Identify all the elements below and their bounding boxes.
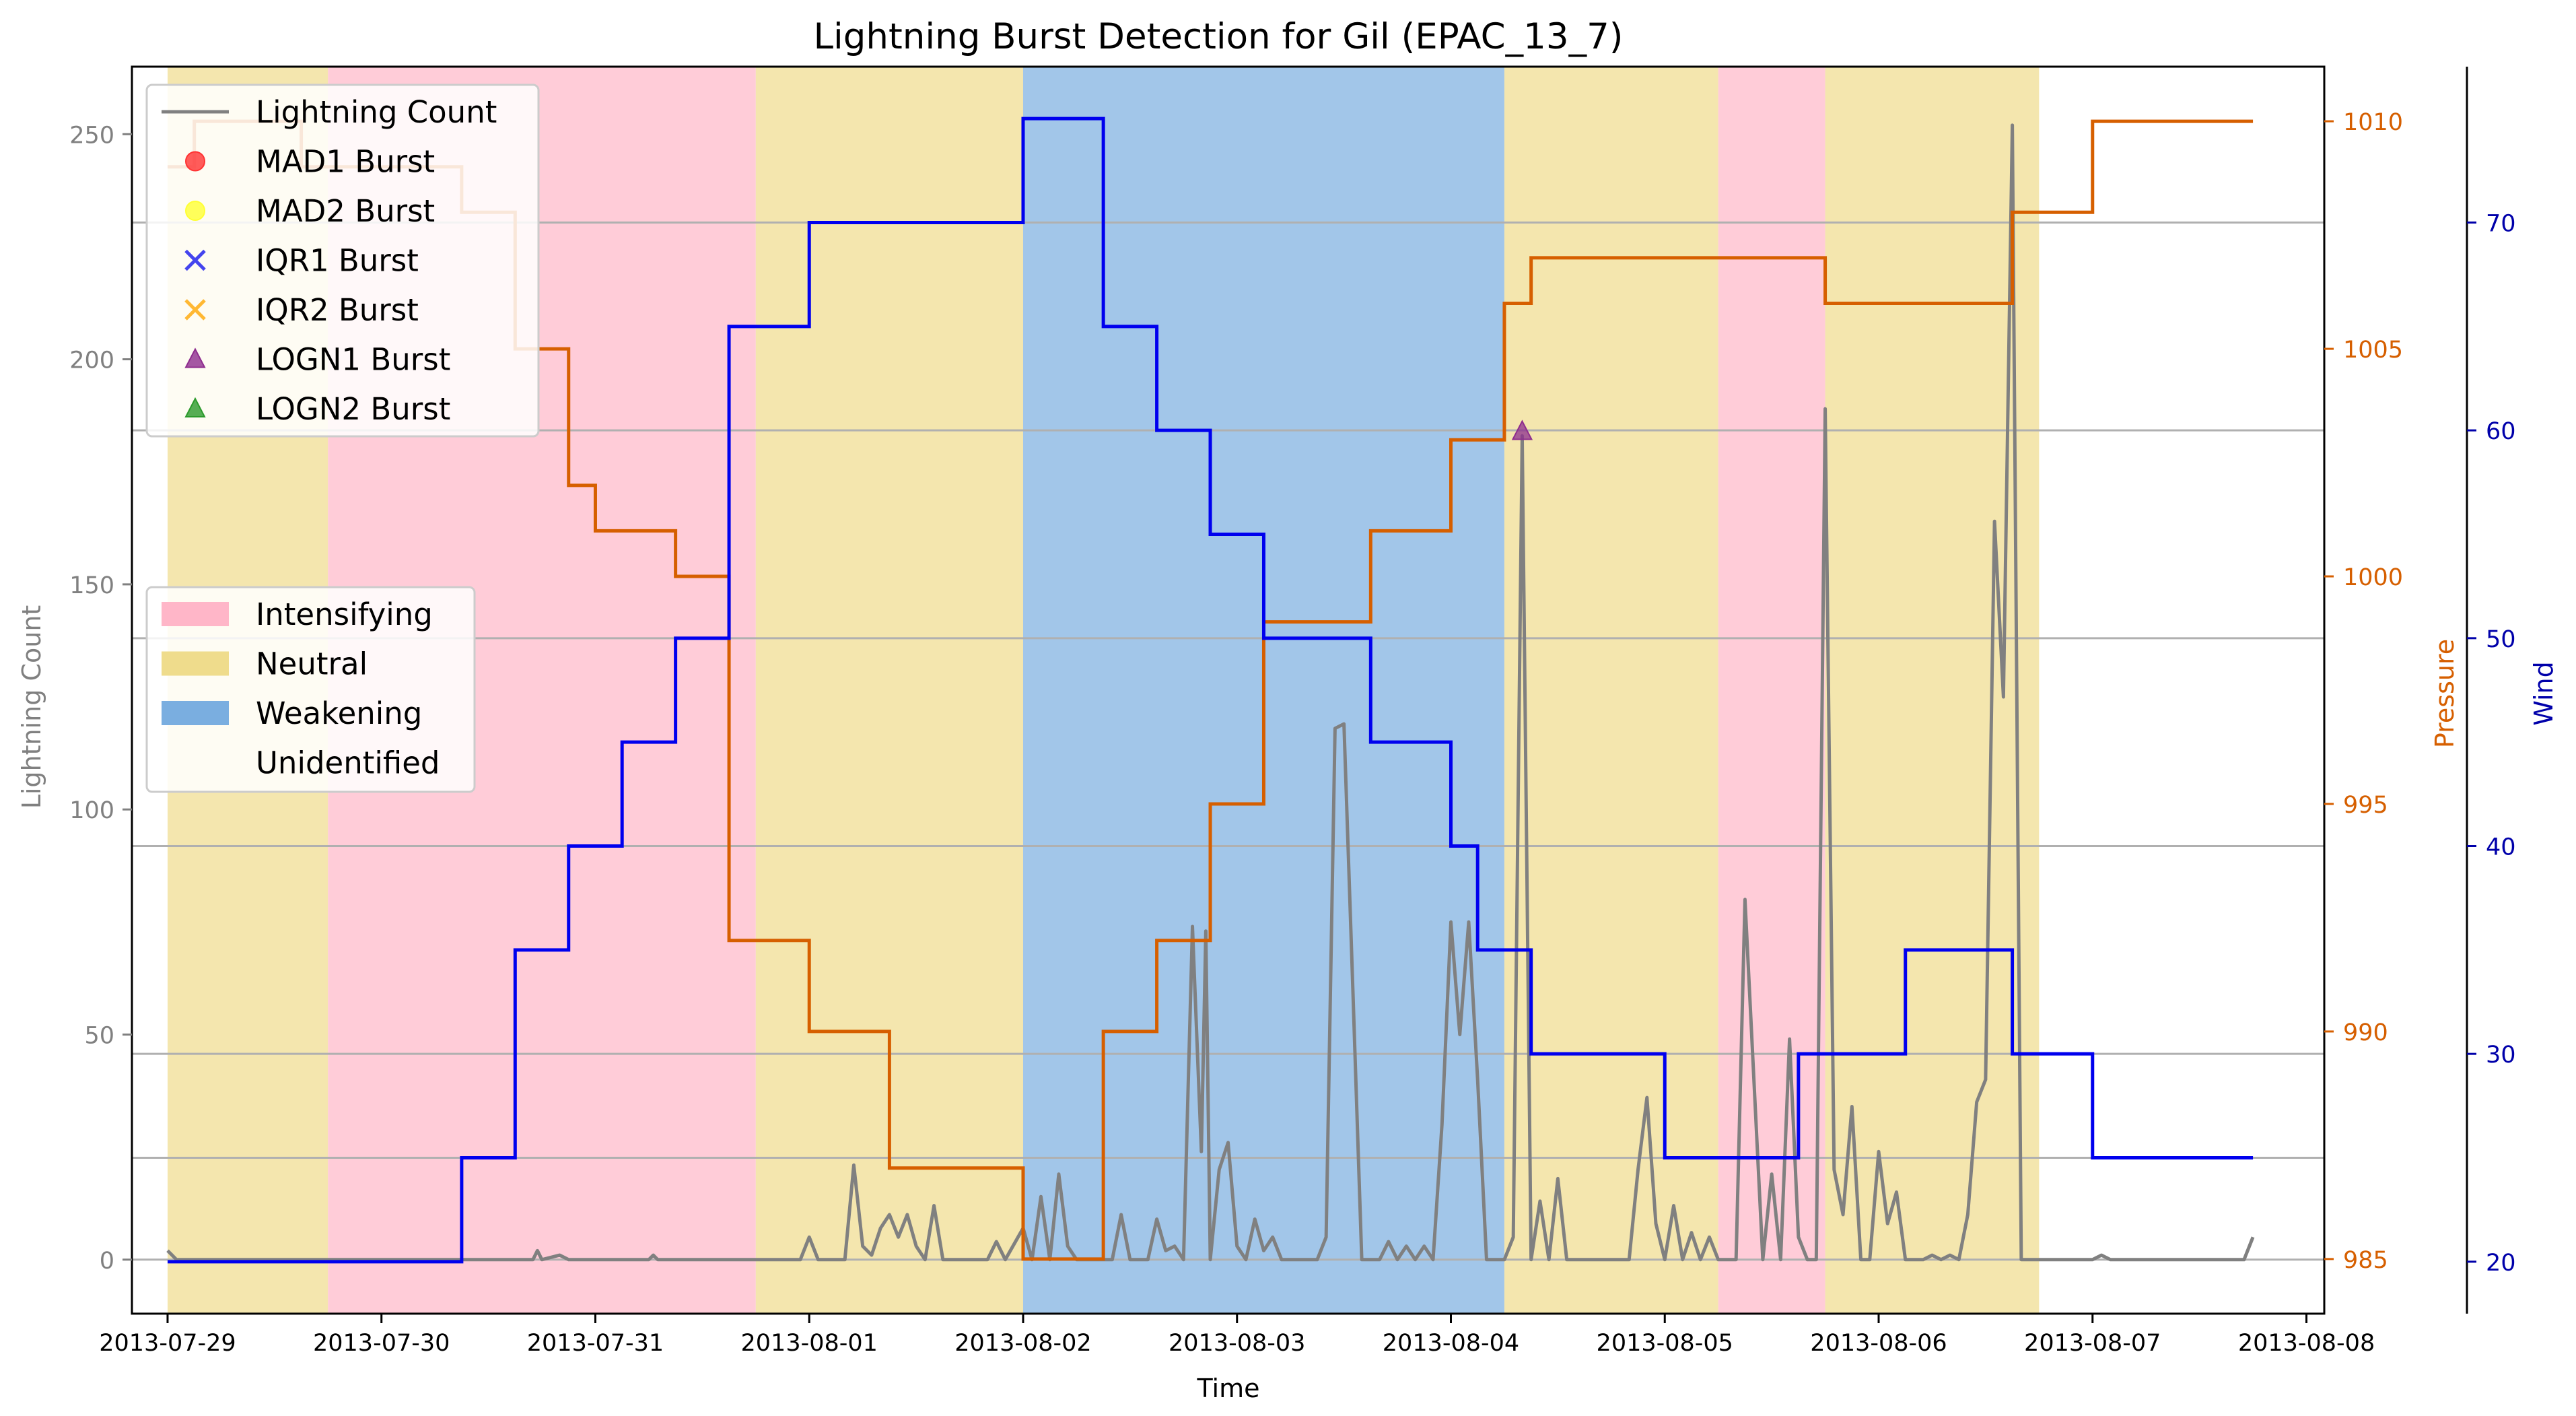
- y-tick-label-pressure: 985: [2343, 1247, 2388, 1274]
- y-tick-label-left: 250: [69, 122, 114, 149]
- y-tick-label-left: 100: [69, 797, 114, 824]
- legend-series-label: Lightning Count: [256, 94, 497, 130]
- x-tick-label: 2013-07-29: [99, 1330, 236, 1357]
- legend-phase-label: Unidentified: [256, 745, 440, 781]
- legend-series-label: MAD1 Burst: [256, 144, 435, 180]
- wind-line: [167, 116, 2254, 1264]
- legend-series-label: IQR2 Burst: [256, 292, 419, 328]
- x-tick-label: 2013-07-30: [313, 1330, 450, 1357]
- y-tick-label-pressure: 995: [2343, 792, 2388, 819]
- y-axis-label-wind: Wind: [2529, 661, 2558, 726]
- y-tick-label-wind: 60: [2486, 418, 2516, 445]
- legend-phase-swatch: [162, 751, 229, 775]
- legend-triangle-icon: [184, 397, 206, 417]
- legend-series-label: LOGN1 Burst: [256, 342, 450, 378]
- legend-x-icon: [184, 299, 206, 321]
- x-axis-label: Time: [1197, 1374, 1260, 1403]
- y-axis-label-lightning: Lightning Count: [17, 605, 46, 809]
- legend-circle-icon: [185, 201, 205, 221]
- legend-phase-label: Intensifying: [256, 597, 433, 632]
- y-tick-label-wind: 50: [2486, 626, 2516, 653]
- legends[interactable]: Lightning Count MAD1 Burst MAD2 Burst IQR1 …: [145, 83, 540, 793]
- x-tick-label: 2013-08-06: [1810, 1330, 1947, 1357]
- legend-x-icon: [184, 249, 206, 271]
- x-tick-label: 2013-08-01: [741, 1330, 878, 1357]
- y-tick-label-wind: 40: [2486, 834, 2516, 861]
- y-tick-label-pressure: 1000: [2343, 564, 2403, 591]
- legend-phase-swatch: [162, 602, 229, 626]
- y-tick-label-wind: 70: [2486, 211, 2516, 238]
- logn1-burst-marker: [1511, 419, 1533, 440]
- x-tick-label: 2013-08-03: [1169, 1330, 1305, 1357]
- legend-phase-label: Weakening: [256, 696, 422, 731]
- chart-title: Lightning Burst Detection for Gil (EPAC_…: [814, 16, 1624, 57]
- legend-phase-label: Neutral: [256, 646, 368, 682]
- legend-circle-icon: [185, 151, 205, 172]
- y-tick-label-wind: 30: [2486, 1042, 2516, 1069]
- legend-series-label: MAD2 Burst: [256, 193, 435, 229]
- legend-series-box: [145, 83, 540, 438]
- y-tick-label-pressure: 1010: [2343, 109, 2403, 136]
- x-tick-label: 2013-08-04: [1383, 1330, 1519, 1357]
- y-tick-label-wind: 20: [2486, 1250, 2516, 1277]
- phase-band-intensifying: [1718, 67, 1825, 1314]
- y-tick-label-left: 50: [84, 1022, 114, 1049]
- y-tick-label-pressure: 990: [2343, 1019, 2388, 1046]
- legend-series-label: IQR1 Burst: [256, 243, 419, 279]
- phase-band-neutral: [1825, 67, 2040, 1314]
- x-tick-label: 2013-08-05: [1597, 1330, 1733, 1357]
- x-tick-label: 2013-08-07: [2024, 1330, 2161, 1357]
- y-tick-label-left: 0: [100, 1248, 114, 1275]
- legend-phase-swatch: [162, 651, 229, 676]
- burst-markers: [1511, 419, 1533, 440]
- y-tick-label-pressure: 1005: [2343, 337, 2403, 364]
- x-tick-label: 2013-08-02: [954, 1330, 1091, 1357]
- phase-band-neutral: [1504, 67, 1718, 1314]
- x-tick-label: 2013-07-31: [527, 1330, 664, 1357]
- legend-triangle-icon: [184, 347, 206, 368]
- legend-phase-box: [145, 586, 476, 793]
- lightning-count-line: [166, 123, 2255, 1262]
- plot-frame: [131, 65, 2326, 1315]
- y-axis-label-pressure: Pressure: [2430, 639, 2460, 748]
- legend-phase-swatch: [162, 701, 229, 725]
- legend-series-label: LOGN2 Burst: [256, 391, 450, 427]
- y-tick-label-left: 150: [69, 572, 114, 599]
- axes: 2013-07-29 2013-07-30 2013-07-31 2013-08-01…: [69, 65, 2516, 1357]
- x-tick-label: 2013-08-08: [2238, 1330, 2375, 1357]
- y-tick-label-left: 200: [69, 347, 114, 374]
